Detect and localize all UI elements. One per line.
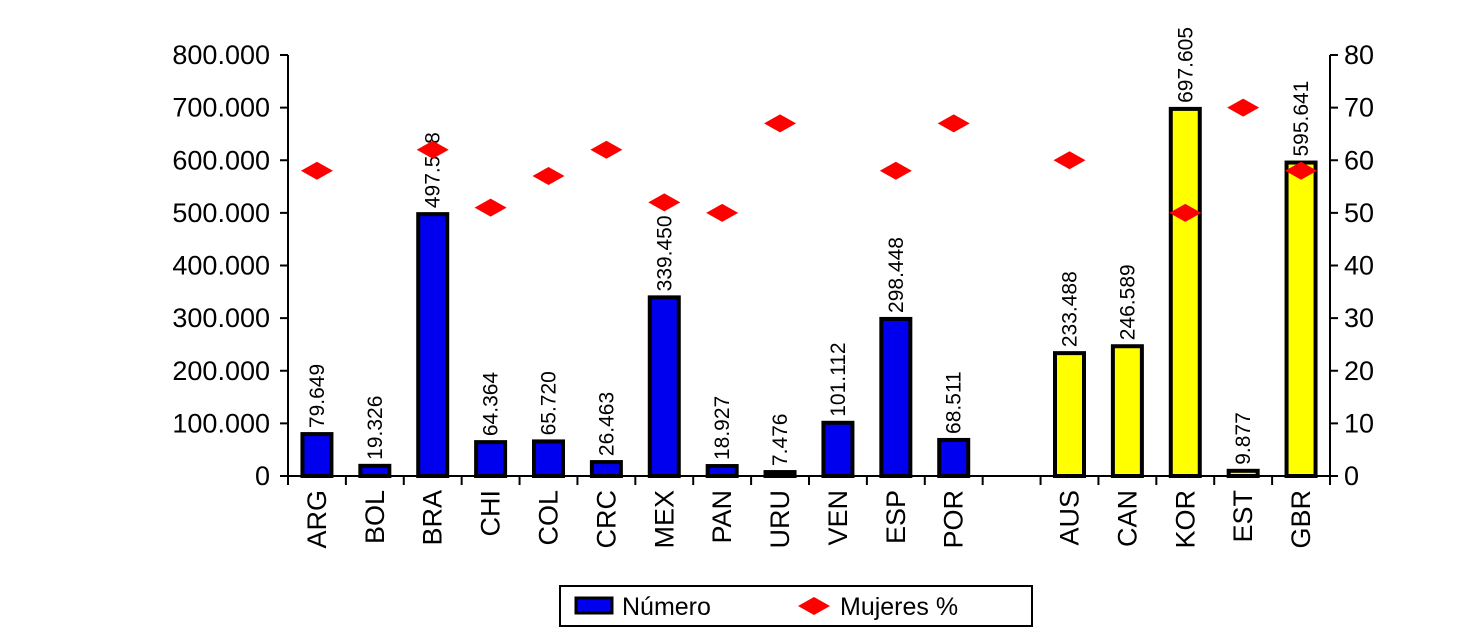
bar-value-label: 18.927 [711,396,734,460]
x-tick-label: EST [1228,490,1258,543]
x-tick-label: CHI [476,490,506,537]
scatter-point [1053,151,1086,170]
bar [763,470,797,479]
bar [1226,468,1260,478]
scatter-point [1169,203,1202,222]
scatter-point [879,161,912,180]
y-tick-label-left: 600.000 [172,145,270,175]
bar-value-label: 64.364 [480,372,503,437]
bar [300,432,334,479]
x-tick-label: POR [939,490,969,549]
scatter-point [1227,98,1260,117]
x-tick-label: BRA [418,490,448,546]
x-tick-label: BOL [360,490,390,544]
bar-value-label: 19.326 [364,396,387,460]
bar-value-label: 339.450 [653,215,676,291]
x-tick-label: KOR [1170,490,1200,549]
scatter-point [416,140,449,159]
y-tick-label-right: 0 [1344,461,1359,491]
x-tick-label: VEN [823,490,853,546]
bar [532,439,565,479]
bar [589,460,623,479]
bar-value-label: 101.112 [827,342,850,416]
bar [474,440,508,479]
bar-value-label: 26.463 [595,392,618,456]
bar [1053,351,1086,479]
x-tick-label: MEX [649,490,679,549]
y-tick-label-left: 500.000 [172,198,270,228]
y-tick-label-right: 50 [1344,198,1374,228]
bar-value-label: 79.649 [306,364,329,428]
bar [821,420,855,478]
bar-value-label: 65.720 [538,371,561,435]
y-tick-label-left: 200.000 [172,356,270,386]
bar-value-label: 7.476 [769,414,792,467]
scatter-point [300,161,333,180]
bar [1168,106,1202,478]
bar [705,464,739,479]
y-tick-label-right: 70 [1344,93,1374,123]
legend-box [559,585,1033,627]
scatter-point [590,140,623,159]
legend-label-numero: Número [622,593,711,621]
y-tick-label-right: 30 [1344,303,1374,333]
scatter-point [764,114,797,133]
y-tick-label-left: 800.000 [172,40,270,70]
x-tick-label: ESP [881,490,911,544]
x-tick-label: PAN [707,490,737,544]
bar [416,212,450,479]
scatter-point [648,193,681,212]
x-tick-label: URU [765,490,795,549]
scatter-point [937,114,970,133]
bar [879,316,913,478]
bar [358,463,392,478]
y-tick-label-left: 0 [255,461,270,491]
y-tick-label-right: 60 [1344,145,1374,175]
y-tick-label-left: 300.000 [172,303,270,333]
bar [937,437,971,478]
y-tick-label-left: 100.000 [172,408,270,438]
x-tick-label: AUS [1055,490,1085,546]
y-tick-label-right: 10 [1344,408,1374,438]
bar-value-label: 246.589 [1116,264,1139,340]
legend-label-mujeres: Mujeres % [840,593,958,621]
x-tick-label: CAN [1112,490,1142,547]
bar-value-label: 233.488 [1059,271,1082,347]
x-tick-label: ARG [302,490,332,549]
x-tick-label: GBR [1286,490,1316,549]
legend-bar-swatch [574,596,614,615]
bar [647,295,681,478]
bar [1284,160,1318,479]
legend-diamond-swatch [798,597,830,615]
scatter-point [474,198,507,217]
bar [1110,344,1144,478]
y-tick-label-right: 40 [1344,251,1374,281]
scatter-point [1285,161,1318,180]
bar-value-label: 68.511 [943,371,966,434]
legend: Número Mujeres % [559,585,1033,627]
bar-value-label: 595.641 [1290,81,1313,157]
y-tick-label-left: 400.000 [172,251,270,281]
bar-value-label: 298.448 [885,237,908,313]
x-tick-label: CRC [591,490,621,549]
x-tick-label: COL [534,490,564,546]
y-tick-label-right: 80 [1344,40,1374,70]
y-tick-label-right: 20 [1344,356,1374,386]
bar-value-label: 697.605 [1174,27,1197,103]
scatter-point [532,167,565,186]
scatter-point [706,203,739,222]
y-tick-label-left: 700.000 [172,93,270,123]
bar-value-label: 9.877 [1232,412,1255,465]
